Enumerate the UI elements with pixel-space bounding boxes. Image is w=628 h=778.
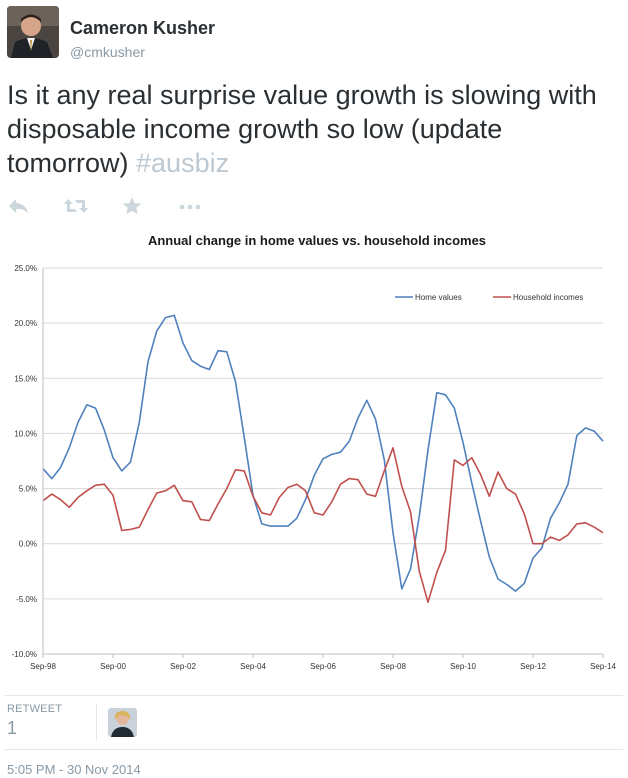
y-tick-label: 0.0% xyxy=(19,540,37,549)
tweet-header: Cameron Kusher @cmkusher xyxy=(7,6,607,62)
y-tick-label: 20.0% xyxy=(14,319,37,328)
retweet-label: RETWEET xyxy=(7,703,63,715)
chart-image[interactable]: Annual change in home values vs. househo… xyxy=(3,224,617,680)
user-handle[interactable]: @cmkusher xyxy=(70,44,145,60)
x-tick-label: Sep-00 xyxy=(100,662,126,671)
legend-label: Home values xyxy=(415,293,462,302)
reply-icon[interactable] xyxy=(7,196,33,218)
x-tick-label: Sep-02 xyxy=(170,662,196,671)
retweet-divider xyxy=(96,704,97,740)
chart-title: Annual change in home values vs. househo… xyxy=(148,233,486,248)
tweet-actions xyxy=(7,196,247,218)
series-line-household-incomes xyxy=(42,447,604,604)
x-tick-label: Sep-98 xyxy=(30,662,56,671)
user-avatar[interactable] xyxy=(7,6,59,58)
line-chart: Annual change in home values vs. househo… xyxy=(3,224,617,680)
legend-label: Household incomes xyxy=(513,293,583,302)
favorite-star-icon[interactable] xyxy=(121,196,147,218)
x-tick-label: Sep-06 xyxy=(310,662,336,671)
y-tick-label: -5.0% xyxy=(16,595,37,604)
y-tick-label: 15.0% xyxy=(14,374,37,383)
retweet-count[interactable]: 1 xyxy=(7,718,18,738)
tweet-body: Is it any real surprise value growth is … xyxy=(7,80,597,178)
series-line-home-values xyxy=(42,314,604,592)
more-dots-icon[interactable] xyxy=(177,196,203,218)
tweet-timestamp[interactable]: 5:05 PM - 30 Nov 2014 xyxy=(7,762,141,777)
x-tick-label: Sep-14 xyxy=(590,662,616,671)
tweet-text: Is it any real surprise value growth is … xyxy=(7,78,619,180)
x-tick-label: Sep-10 xyxy=(450,662,476,671)
y-tick-label: -10.0% xyxy=(12,650,37,659)
y-tick-label: 5.0% xyxy=(19,485,37,494)
hashtag-link[interactable]: #ausbiz xyxy=(136,148,230,178)
divider-bottom xyxy=(5,749,623,750)
x-tick-label: Sep-12 xyxy=(520,662,546,671)
retweeter-avatar[interactable] xyxy=(108,708,137,737)
y-tick-label: 25.0% xyxy=(14,264,37,273)
retweet-icon[interactable] xyxy=(63,196,89,218)
divider-top xyxy=(5,695,623,696)
x-tick-label: Sep-04 xyxy=(240,662,266,671)
user-name[interactable]: Cameron Kusher xyxy=(70,18,216,38)
y-tick-label: 10.0% xyxy=(14,429,37,438)
x-tick-label: Sep-08 xyxy=(380,662,406,671)
